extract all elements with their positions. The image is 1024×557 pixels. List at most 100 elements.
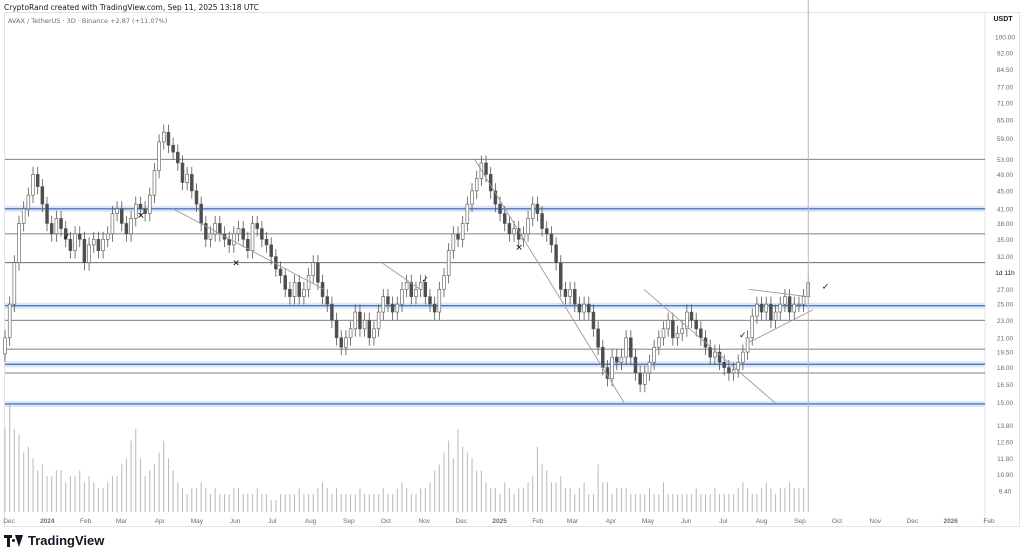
x-tick-label: 2025 xyxy=(492,518,507,525)
check-annotation-0: ✓ xyxy=(63,232,71,242)
y-tick-label: 32.00 xyxy=(997,254,1014,261)
x-tick-label: Jul xyxy=(719,518,728,525)
candle-body-156 xyxy=(731,369,736,374)
y-tick-label: 53.00 xyxy=(997,157,1014,164)
candle-body-17 xyxy=(82,238,87,264)
candle-body-112 xyxy=(526,218,530,235)
x-tick-label: May xyxy=(642,518,655,525)
candle-body-170 xyxy=(797,303,801,306)
symbol-legend[interactable]: AVAX / TetherUS · 3D · Binance +2.87 (+1… xyxy=(8,17,167,25)
footer[interactable]: TradingView xyxy=(4,533,104,548)
candle-body-29 xyxy=(138,203,143,210)
x-tick-label: 2024 xyxy=(40,518,55,525)
y-tick-label: 27.00 xyxy=(997,287,1014,294)
x-tick-label: Oct xyxy=(832,518,842,525)
y-tick-label: 12.60 xyxy=(997,439,1014,446)
y-tick-label: 16.50 xyxy=(997,382,1014,389)
x-tick-label: Dec xyxy=(456,518,468,525)
cross-annotation-1: ✕ xyxy=(137,211,145,221)
candle-body-95 xyxy=(446,250,451,276)
candle-body-164 xyxy=(769,303,773,321)
y-tick-label: 11.80 xyxy=(997,456,1013,463)
candle-body-125 xyxy=(587,303,591,313)
candle-body-127 xyxy=(596,328,600,348)
candle-body-10 xyxy=(49,223,54,235)
x-tick-label: Feb xyxy=(80,518,92,525)
candle-body-41 xyxy=(194,190,199,205)
candle-body-71 xyxy=(334,319,339,339)
candle-body-105 xyxy=(493,190,498,205)
candle-body-55 xyxy=(260,228,264,240)
candle-body-84 xyxy=(395,303,400,313)
candle-body-52 xyxy=(246,238,250,251)
candle-body-165 xyxy=(773,311,778,321)
y-axis-unit-label: USDT xyxy=(993,16,1013,23)
y-tick-label: 9.40 xyxy=(999,489,1012,496)
candle-body-135 xyxy=(633,356,638,374)
trendline-4 xyxy=(748,309,814,343)
candle-body-44 xyxy=(208,233,213,240)
candle-body-72 xyxy=(339,337,344,348)
candle-body-7 xyxy=(35,174,40,187)
candle-body-85 xyxy=(400,289,404,305)
candle-body-139 xyxy=(652,346,656,363)
candle-body-54 xyxy=(255,223,259,229)
candle-body-16 xyxy=(77,233,82,240)
candle-body-158 xyxy=(741,351,745,363)
y-tick-label: 71.00 xyxy=(997,100,1014,107)
brand-name: TradingView xyxy=(28,533,105,548)
x-tick-label: 2026 xyxy=(943,518,958,525)
candle-body-24 xyxy=(115,208,119,214)
y-tick-label: 92.00 xyxy=(997,50,1014,57)
x-tick-label: Mar xyxy=(116,518,128,525)
price-countdown-label: 1d 11h xyxy=(995,270,1015,277)
candle-body-75 xyxy=(353,311,358,330)
candle-body-109 xyxy=(512,228,516,235)
x-tick-label: Oct xyxy=(381,518,391,525)
candle-body-6 xyxy=(31,174,35,196)
candle-body-153 xyxy=(717,351,722,363)
candle-body-37 xyxy=(176,151,180,164)
candle-body-27 xyxy=(129,218,133,235)
candle-body-116 xyxy=(544,228,549,235)
candle-body-89 xyxy=(418,282,423,290)
trendline-5 xyxy=(748,288,808,298)
candle-body-1 xyxy=(7,303,12,339)
candle-body-40 xyxy=(190,174,194,192)
x-tick-label: Mar xyxy=(567,518,579,525)
candle-body-122 xyxy=(573,289,577,305)
candle-body-136 xyxy=(638,372,642,385)
cross-annotation-2: ✕ xyxy=(232,259,240,269)
candle-body-91 xyxy=(428,296,432,305)
candle-body-117 xyxy=(549,233,554,246)
candle-body-8 xyxy=(40,186,45,205)
candle-body-2 xyxy=(12,262,17,305)
y-tick-label: 77.00 xyxy=(997,85,1014,92)
candle-body-126 xyxy=(591,311,596,330)
candle-body-147 xyxy=(689,311,694,321)
candle-body-76 xyxy=(358,311,362,330)
candle-body-154 xyxy=(722,361,726,368)
candle-body-70 xyxy=(330,303,334,321)
y-tick-label: 23.00 xyxy=(997,318,1014,325)
trendline-3 xyxy=(643,289,776,404)
y-tick-label: 84.50 xyxy=(997,67,1014,74)
candle-body-15 xyxy=(73,233,77,251)
candle-body-66 xyxy=(311,262,315,276)
trendline-0 xyxy=(172,208,325,290)
candle-body-68 xyxy=(320,282,325,297)
y-tick-label: 38.00 xyxy=(997,221,1014,228)
candle-body-96 xyxy=(451,233,456,251)
candle-body-83 xyxy=(390,303,395,313)
candle-body-159 xyxy=(745,337,750,353)
trendline-1 xyxy=(381,262,421,290)
x-tick-label: Aug xyxy=(305,518,317,525)
candle-body-56 xyxy=(264,238,269,246)
candle-body-108 xyxy=(507,223,512,235)
candle-body-11 xyxy=(54,218,59,235)
x-tick-label: May xyxy=(191,518,204,525)
candle-body-118 xyxy=(554,244,558,264)
candle-body-65 xyxy=(306,275,311,290)
y-tick-label: 49.00 xyxy=(997,172,1014,179)
